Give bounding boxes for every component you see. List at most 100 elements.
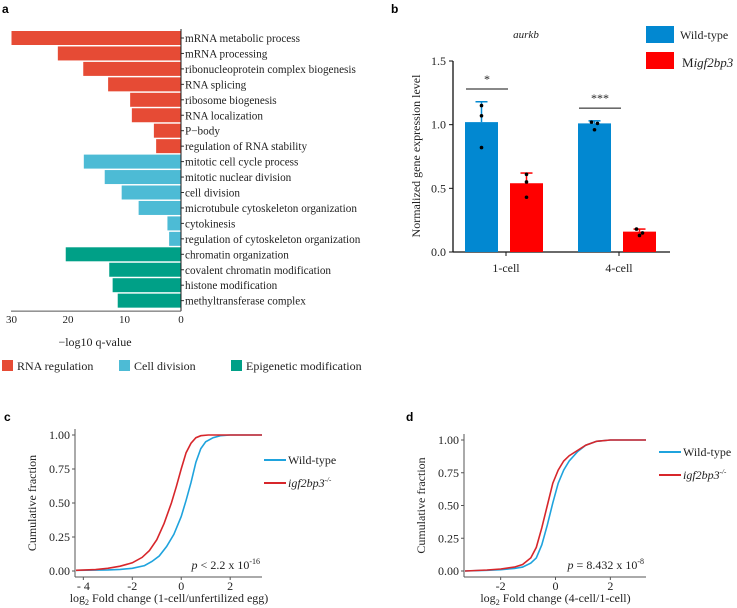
- x-tick-label: 0: [178, 579, 184, 593]
- legend-swatch: [2, 360, 13, 371]
- y-tick-label: 0.0: [431, 245, 446, 259]
- data-point: [479, 113, 484, 118]
- panel-label-c: c: [4, 410, 11, 424]
- y-tick-label: 0.50: [438, 499, 459, 513]
- data-point: [479, 103, 484, 108]
- data-point: [589, 120, 594, 124]
- category-label: mRNA metabolic process: [185, 33, 300, 45]
- x-title-rest: Fold change (1-cell/unfertilized egg): [89, 591, 268, 605]
- bar-2: [83, 61, 181, 76]
- bar-11: [138, 200, 181, 215]
- y-axis-title: Cumulative fraction: [414, 457, 428, 553]
- panel-label-b: b: [391, 2, 399, 16]
- bar-7: [156, 139, 181, 154]
- panel-label-a: a: [2, 2, 9, 16]
- data-point: [524, 195, 529, 200]
- category-label: histone modification: [185, 280, 278, 292]
- x-tick-label: 0: [178, 314, 184, 326]
- category-label: mRNA processing: [185, 48, 268, 60]
- chart-title: aurkb: [513, 29, 539, 41]
- bar-5: [131, 108, 181, 123]
- x-tick-label: 4-cell: [605, 261, 633, 275]
- x-tick-label: 0: [553, 579, 559, 593]
- series-line-mutant_line: [464, 439, 646, 572]
- bar-wild_type_bar-0: [465, 122, 498, 253]
- bar-15: [109, 262, 181, 277]
- p-value-annotation: p = 8.432 x 10-8: [567, 557, 644, 572]
- panel-label-d: d: [406, 410, 414, 424]
- y-tick-label: 0.00: [49, 564, 70, 578]
- category-label: P−body: [185, 126, 220, 138]
- bar-8: [83, 154, 181, 169]
- bar-16: [112, 278, 181, 293]
- legend-prefix: M: [682, 55, 694, 70]
- data-point: [479, 145, 484, 150]
- data-point: [595, 121, 600, 126]
- chart-d: 0.00 0.25 0.50 0.75 1.00 -2 0 2 Cumulative fract…: [414, 433, 731, 607]
- legend-label: Epigenetic modification: [246, 359, 362, 373]
- bar-1: [57, 46, 181, 61]
- y-tick-label: 0.75: [438, 466, 459, 480]
- x-title-sub: 2: [85, 598, 89, 607]
- category-label: RNA localization: [185, 110, 263, 122]
- p-text: = 8.432 x 10: [574, 558, 638, 572]
- chart-c: 0.00 0.25 0.50 0.75 1.00 - 4 -2 0 2 Cumulative fr…: [25, 428, 336, 607]
- data-point: [524, 180, 529, 184]
- category-label: mitotic cell cycle process: [185, 157, 298, 169]
- x-title-rest: Fold change (4-cell/1-cell): [500, 591, 631, 605]
- series-line-wild_type_line: [75, 434, 262, 572]
- y-tick-label: 0.5: [431, 181, 446, 195]
- legend-label-mutant: igf2bp3-/-: [288, 476, 332, 490]
- legend-swatch: [231, 360, 242, 371]
- x-axis-title: log2 Fold change (1-cell/unfertilized eg…: [70, 591, 269, 607]
- bar-14: [65, 247, 181, 262]
- legend-label-mutant: Migf2bp3: [682, 55, 734, 70]
- category-label: ribosome biogenesis: [185, 95, 277, 107]
- chart-a: mRNA metabolic process mRNA processing rib…: [2, 29, 362, 373]
- legend-label-mutant: igf2bp3-/-: [683, 468, 727, 482]
- legend-italic: igf2bp3: [288, 476, 325, 490]
- y-tick-label: 0.50: [49, 496, 70, 510]
- bar-10: [121, 185, 181, 200]
- category-label: RNA splicing: [185, 79, 247, 91]
- p-value-annotation: p < 2.2 x 10-16: [191, 557, 260, 572]
- p-exponent: -8: [637, 557, 644, 566]
- y-tick-label: 0.25: [438, 531, 459, 545]
- data-point: [637, 233, 642, 238]
- legend-sup: -/-: [720, 468, 727, 476]
- bar-12: [167, 216, 181, 231]
- data-point: [640, 231, 645, 235]
- chart-b: aurkb 0.0 0.5 1.0 1.5 Normalized gene express…: [409, 26, 734, 275]
- category-label: chromatin organization: [185, 249, 289, 261]
- y-tick-label: 0.75: [49, 462, 70, 476]
- significance-marker: *: [484, 72, 490, 86]
- x-tick-label: -2: [127, 579, 137, 593]
- x-tick-label: 2: [607, 579, 613, 593]
- legend-label-wild-type: Wild-type: [680, 28, 728, 42]
- legend-label-wild-type: Wild-type: [288, 453, 336, 467]
- x-tick-label: 1-cell: [492, 261, 520, 275]
- legend-label: Cell division: [134, 359, 196, 373]
- legend-label: RNA regulation: [17, 359, 93, 373]
- bar-wild_type_bar-1: [578, 123, 611, 252]
- bar-13: [169, 231, 181, 246]
- y-tick-label: 0.25: [49, 530, 70, 544]
- x-tick-label: 2: [227, 579, 233, 593]
- x-tick-label: 30: [6, 314, 18, 326]
- y-tick-label: 1.00: [438, 433, 459, 447]
- legend-label-wild-type: Wild-type: [683, 445, 731, 459]
- legend-sup: -/-: [325, 476, 332, 484]
- bar-mutant_bar-0: [510, 183, 543, 252]
- series-line-wild_type_line: [464, 439, 646, 572]
- y-tick-label: 1.0: [431, 118, 446, 132]
- legend-swatch: [119, 360, 130, 371]
- category-label: methyltransferase complex: [185, 296, 306, 308]
- significance-marker: ***: [591, 91, 609, 105]
- legend-swatch-wild-type: [646, 26, 674, 43]
- data-point: [634, 227, 639, 231]
- bar-9: [104, 170, 181, 185]
- bar-17: [117, 293, 181, 308]
- p-symbol: p: [567, 558, 574, 572]
- category-label: ribonucleoprotein complex biogenesis: [185, 64, 356, 76]
